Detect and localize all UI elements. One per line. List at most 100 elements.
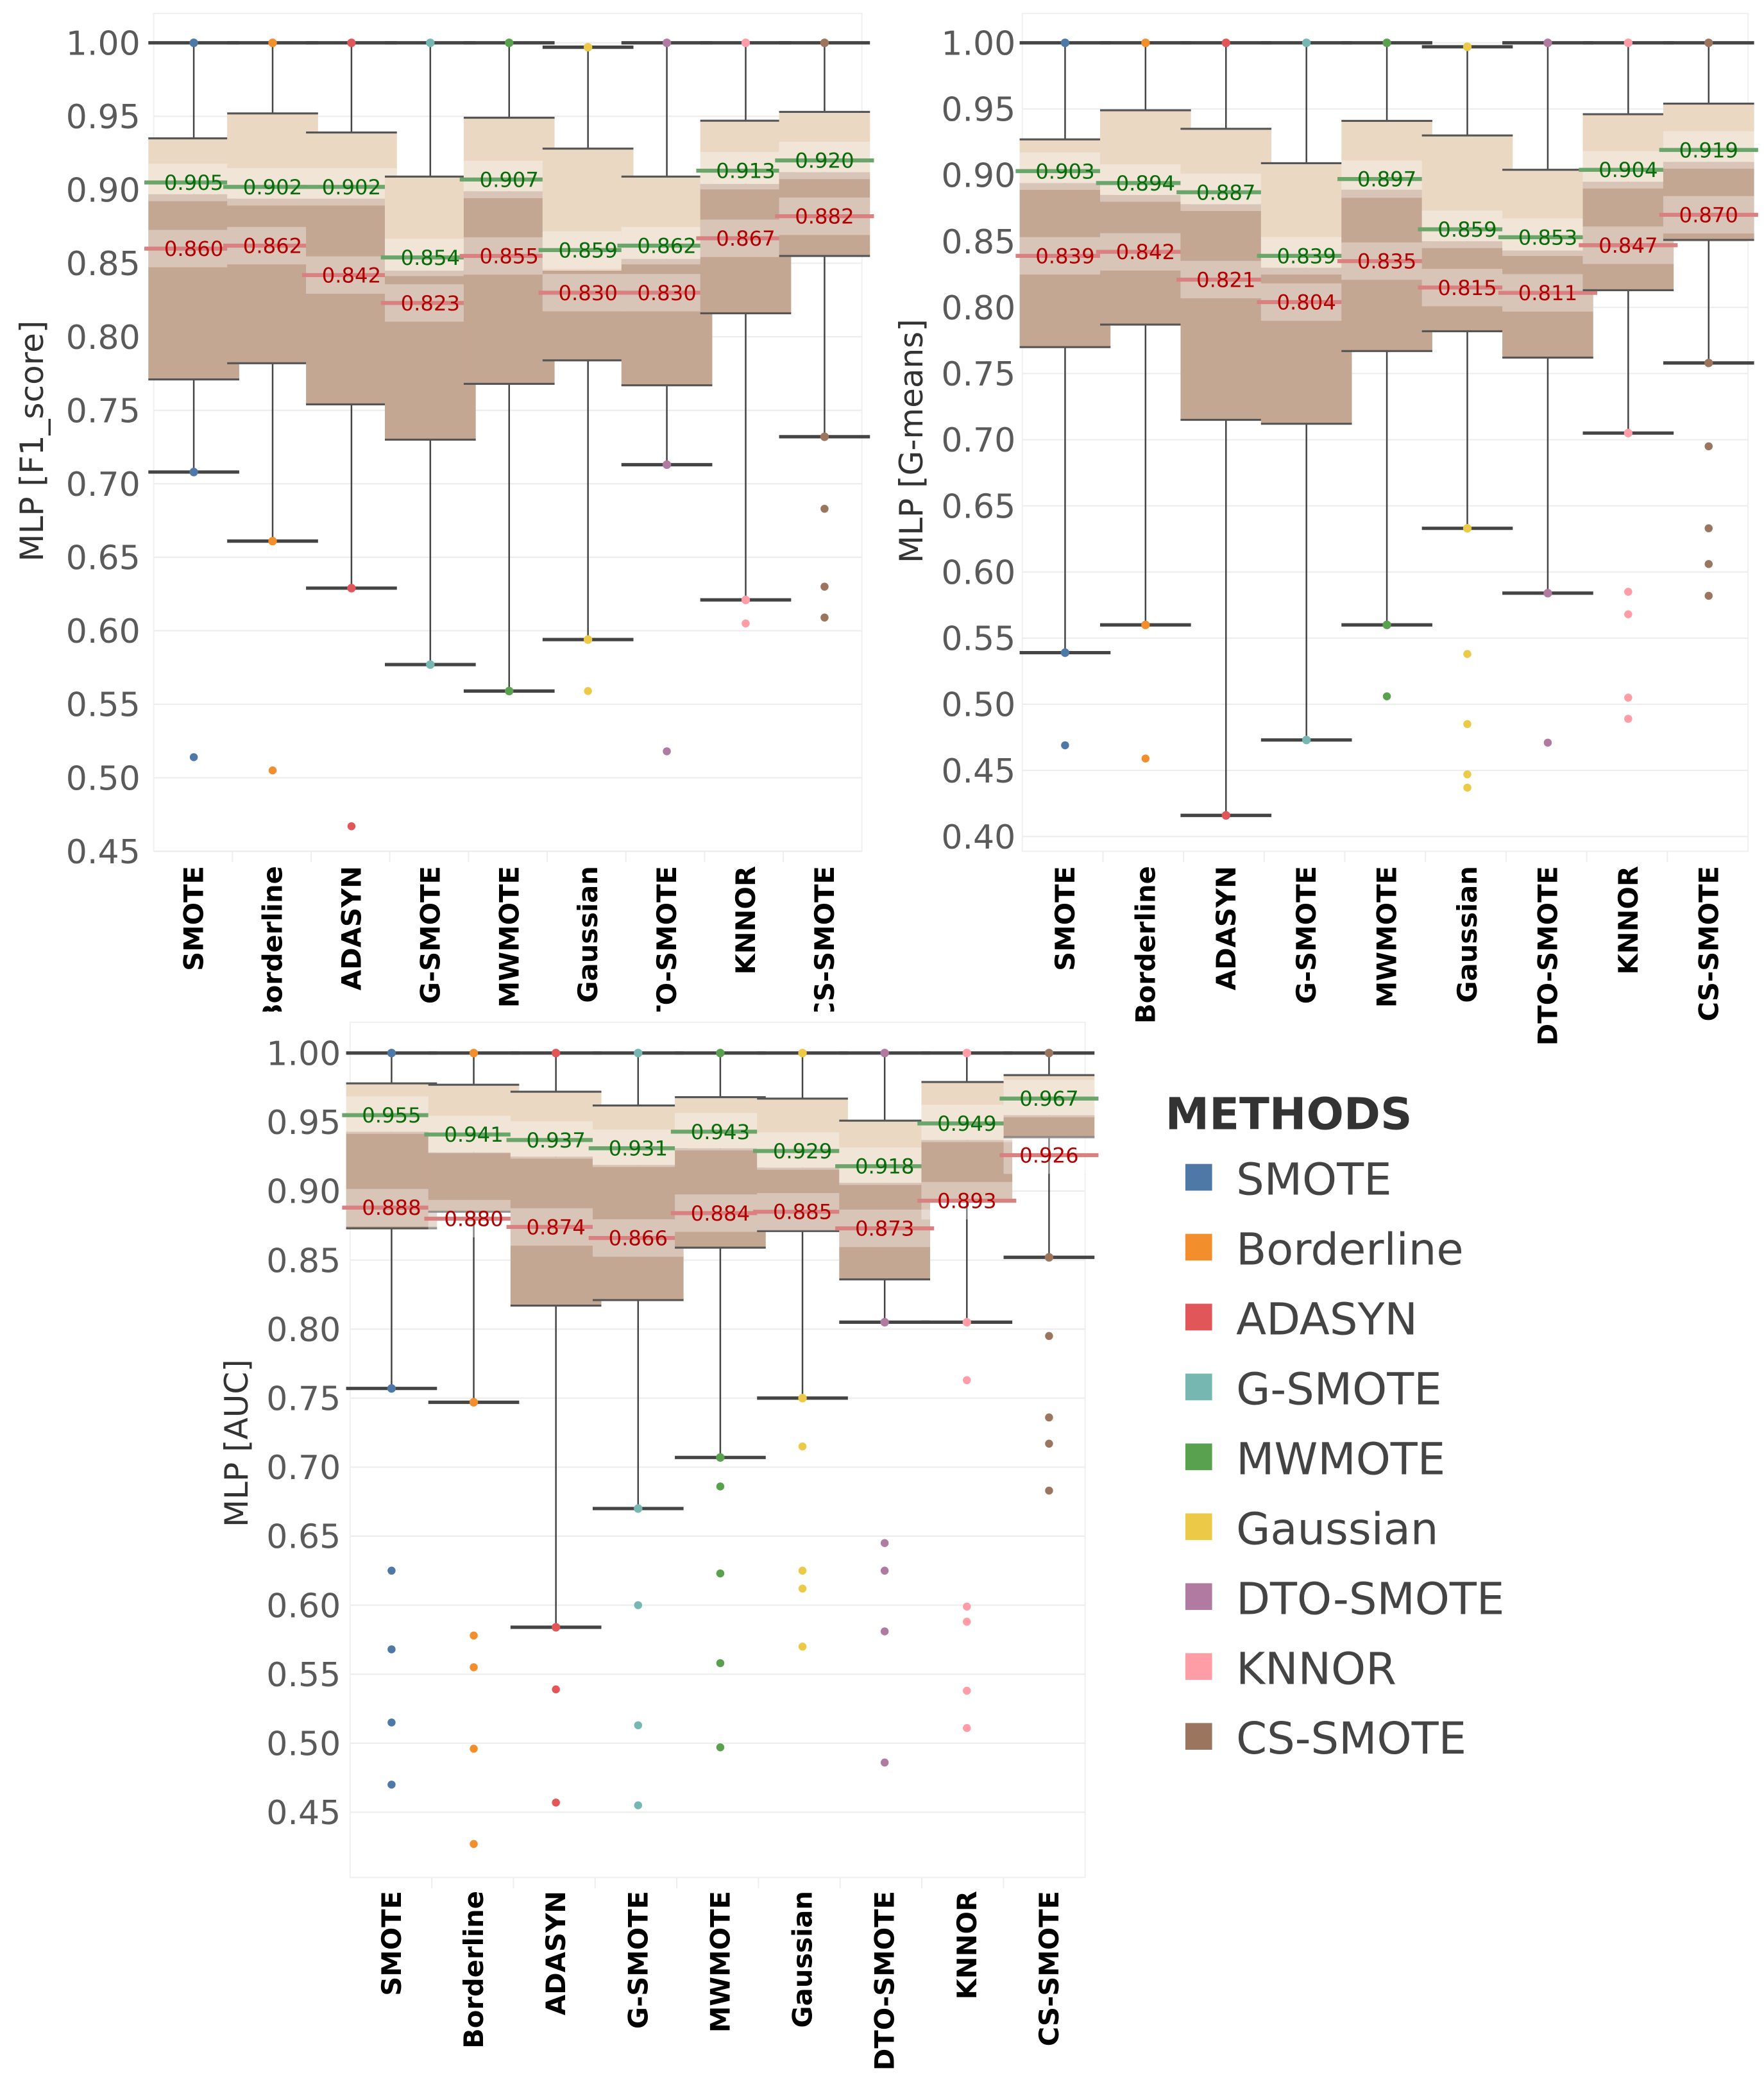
box-Borderline: 0.894 0.842 <box>1096 38 1195 763</box>
x-tick-label: CS-SMOTE <box>809 866 840 1021</box>
green-value-label: 0.839 <box>1276 244 1336 268</box>
box-CS-SMOTE: 0.919 0.870 <box>1659 38 1758 600</box>
data-point <box>1141 38 1150 47</box>
box-KNNOR: 0.913 0.867 <box>696 38 795 628</box>
x-tick-label: DTO-SMOTE <box>651 866 683 1045</box>
box-upper <box>921 1081 1013 1140</box>
box-MWMOTE: 0.907 0.855 <box>459 38 559 696</box>
outlier-point <box>552 1685 560 1694</box>
y-axis-title: MLP [G-means] <box>893 319 930 563</box>
y-tick-label: 0.45 <box>266 1794 341 1832</box>
data-point <box>1704 38 1713 47</box>
outlier-point <box>1704 442 1713 451</box>
box-lower <box>1260 267 1352 424</box>
box-upper <box>1003 1075 1095 1115</box>
y-tick-label: 0.80 <box>941 289 1015 328</box>
x-axis-labels: SMOTE Borderline ADASYN G-SMOTE MWMOTE Gaussi… <box>1049 866 1724 1045</box>
legend-label: SMOTE <box>1236 1155 1392 1206</box>
x-tick-label: ADASYN <box>335 866 367 990</box>
box-G-SMOTE: 0.839 0.804 <box>1257 38 1356 745</box>
box-lower <box>542 270 634 360</box>
green-value-label: 0.894 <box>1116 171 1175 196</box>
y-tick-label: 0.50 <box>66 759 140 798</box>
y-tick-label: 0.50 <box>941 686 1015 725</box>
data-point <box>387 1049 396 1058</box>
outlier-point <box>1624 715 1633 723</box>
outlier-point <box>1382 692 1391 700</box>
box-G-SMOTE: 0.931 0.866 <box>588 1049 688 1809</box>
data-point <box>552 1623 561 1632</box>
red-value-label: 0.847 <box>1599 233 1658 258</box>
x-tick-label: Gaussian <box>572 866 604 1003</box>
x-tick-label: CS-SMOTE <box>1693 866 1724 1021</box>
data-point <box>1221 38 1230 47</box>
outlier-point <box>1463 650 1471 658</box>
legend-label: CS-SMOTE <box>1236 1713 1466 1765</box>
outlier-point <box>1624 693 1633 702</box>
data-point <box>426 38 435 47</box>
legend-swatch <box>1185 1443 1212 1471</box>
outlier-point <box>634 1601 643 1609</box>
outlier-point <box>634 1721 643 1730</box>
red-value-label: 0.839 <box>1035 244 1094 268</box>
outlier-point <box>1463 783 1471 792</box>
box-lower <box>1003 1115 1095 1138</box>
green-value-label: 0.920 <box>795 149 854 173</box>
outlier-point <box>1704 591 1713 600</box>
x-tick-label: G-SMOTE <box>414 866 446 1004</box>
box-lower <box>700 183 792 314</box>
legend-swatch <box>1185 1583 1212 1611</box>
data-point <box>798 1394 807 1403</box>
box-lower <box>227 198 318 364</box>
outlier-point <box>1543 738 1552 747</box>
red-value-label: 0.867 <box>716 226 775 251</box>
x-tick-label: KNNOR <box>1613 866 1644 974</box>
x-tick-label: Borderline <box>257 866 289 1024</box>
box-upper <box>510 1092 602 1157</box>
red-value-label: 0.866 <box>609 1226 668 1251</box>
outlier-point <box>268 766 277 775</box>
y-tick-label: 0.85 <box>266 1242 341 1280</box>
green-value-label: 0.905 <box>164 171 223 195</box>
y-tick-label: 0.60 <box>266 1587 341 1625</box>
x-tick-label: Gaussian <box>787 1891 818 2028</box>
green-value-label: 0.902 <box>322 175 381 199</box>
data-point <box>1624 38 1633 47</box>
box-ADASYN: 0.937 0.874 <box>506 1049 606 1807</box>
y-tick-label: 0.95 <box>66 98 140 137</box>
box-G-SMOTE: 0.854 0.823 <box>380 38 480 669</box>
box-upper <box>1100 110 1191 195</box>
outlier-point <box>742 619 750 628</box>
box-upper <box>839 1121 930 1183</box>
legend-item: MWMOTE <box>1185 1434 1445 1485</box>
x-tick-label: KNNOR <box>951 1891 983 2000</box>
y-tick-label: 0.95 <box>266 1104 341 1142</box>
box-lower <box>385 270 476 440</box>
y-tick-label: 0.45 <box>941 752 1015 791</box>
box-upper <box>675 1097 766 1149</box>
legend-item: SMOTE <box>1185 1155 1392 1206</box>
outlier-point <box>820 582 829 591</box>
data-point <box>347 38 356 47</box>
box-CS-SMOTE: 0.920 0.882 <box>775 38 874 622</box>
y-tick-label: 1.00 <box>941 24 1015 63</box>
data-point <box>1382 620 1391 629</box>
red-value-label: 0.842 <box>1116 240 1175 264</box>
legend-item: CS-SMOTE <box>1185 1713 1466 1765</box>
data-point <box>962 1317 971 1327</box>
red-value-label: 0.873 <box>855 1217 914 1241</box>
x-tick-label: ADASYN <box>1210 866 1242 990</box>
legend-item: KNNOR <box>1185 1643 1396 1695</box>
data-point <box>552 1049 561 1058</box>
box-lower <box>921 1140 1013 1201</box>
x-tick-label: Borderline <box>1130 866 1161 1024</box>
green-value-label: 0.854 <box>401 246 460 270</box>
data-point <box>798 1049 807 1058</box>
red-value-label: 0.862 <box>243 233 302 258</box>
outlier-point <box>387 1645 396 1654</box>
green-value-label: 0.967 <box>1019 1087 1078 1111</box>
outlier-point <box>1463 770 1471 779</box>
red-value-label: 0.870 <box>1679 203 1738 227</box>
red-value-label: 0.926 <box>1019 1143 1078 1167</box>
